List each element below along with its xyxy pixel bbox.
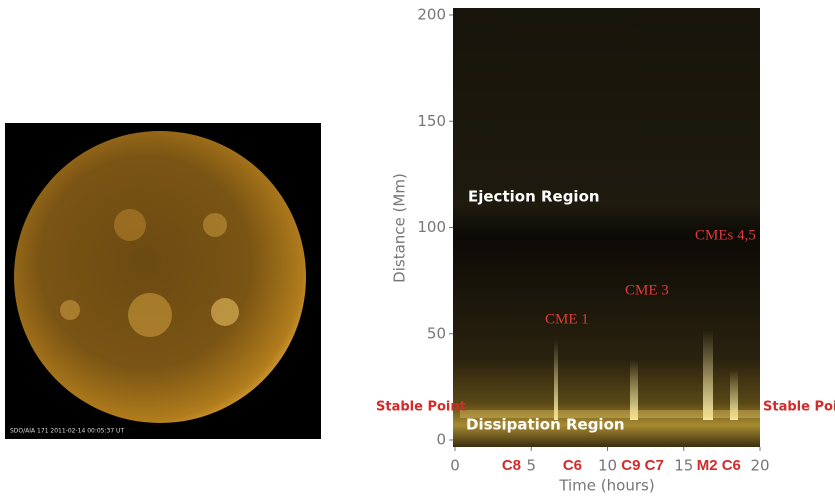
cme-label: CME 1 xyxy=(545,311,589,327)
x-tick-label: 5 xyxy=(526,457,536,475)
cme-label: CMEs 4,5 xyxy=(695,227,756,243)
y-tick-label: 150 xyxy=(417,112,446,130)
flare-label: C6 xyxy=(563,457,582,474)
sun-image xyxy=(5,123,321,439)
y-tick-label: 100 xyxy=(417,218,446,236)
flare-label: C8 xyxy=(502,457,521,474)
region-label: Ejection Region xyxy=(468,188,600,206)
x-tick-label: 10 xyxy=(598,457,617,475)
y-tick-label: 50 xyxy=(427,324,446,342)
x-tick-label: 15 xyxy=(674,457,693,475)
flare-label: C9 C7 xyxy=(621,457,664,474)
cme-label: CME 3 xyxy=(625,282,669,298)
y-tick-label: 200 xyxy=(417,6,446,24)
y-axis-label: Distance (Mm) xyxy=(391,173,409,283)
region-label: Dissipation Region xyxy=(466,416,625,434)
figure: SDO/AIA 171 2011-02-14 00:05:37 UT 05010… xyxy=(0,0,835,496)
stable-point-label: Stable Point xyxy=(763,400,835,415)
x-tick-label: 20 xyxy=(750,457,769,475)
y-tick-label: 0 xyxy=(436,431,446,449)
x-axis-label: Time (hours) xyxy=(558,477,654,495)
image-caption: SDO/AIA 171 2011-02-14 00:05:37 UT xyxy=(10,428,124,435)
stable-point-label: Stable Point xyxy=(376,400,466,415)
x-tick-label: 0 xyxy=(450,457,460,475)
flare-label: M2 C6 xyxy=(697,457,741,474)
